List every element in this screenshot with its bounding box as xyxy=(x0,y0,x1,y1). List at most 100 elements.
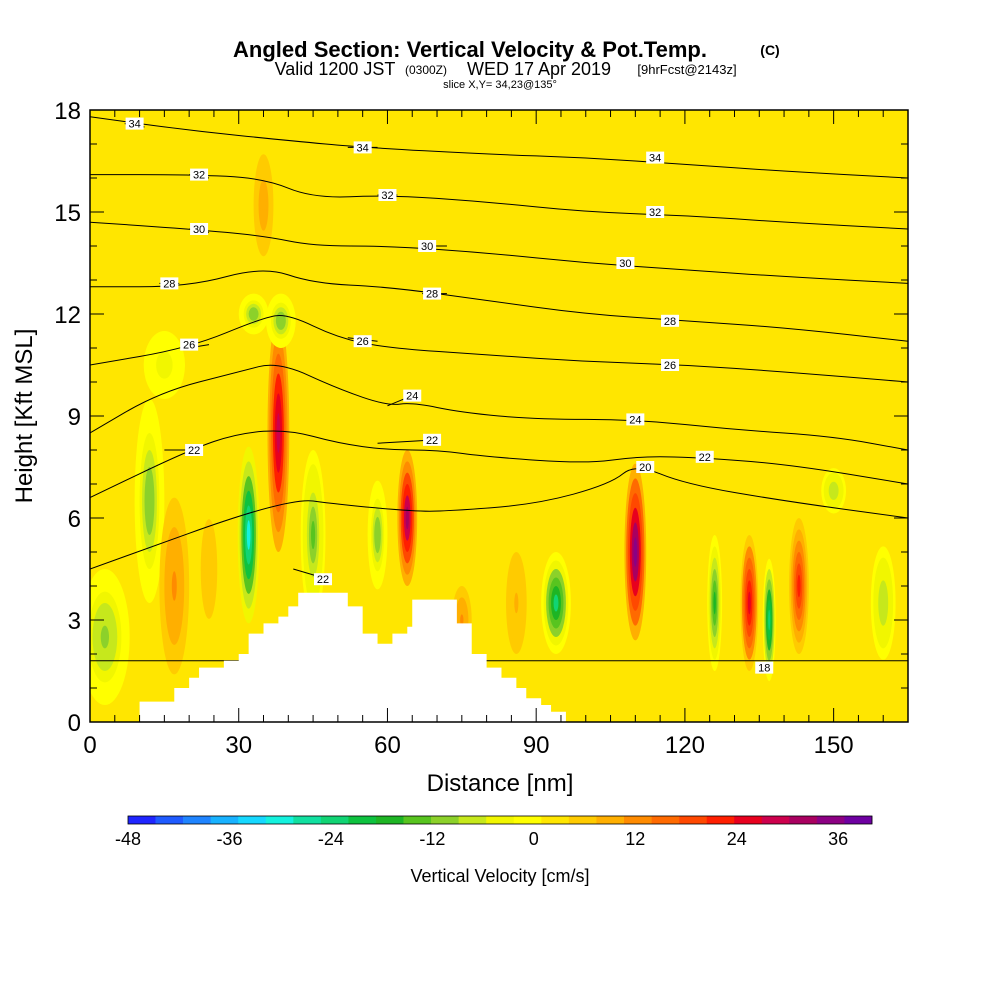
velocity-cell xyxy=(267,314,290,552)
contour-label: 30 xyxy=(418,240,437,253)
contour-label-bg xyxy=(378,189,397,201)
contour-label-text: 24 xyxy=(406,391,418,403)
contour-label: 28 xyxy=(661,314,680,328)
contour-label: 30 xyxy=(616,257,635,270)
contour-label-bg xyxy=(423,287,442,300)
colorbar-swatch xyxy=(155,816,184,824)
utc-time: (0300Z) xyxy=(405,63,447,77)
colorbar-swatch xyxy=(348,816,377,824)
theta-contour-22 xyxy=(377,439,438,444)
velocity-cell xyxy=(237,446,260,624)
colorbar-swatch xyxy=(320,816,349,824)
velocity-cell-ring xyxy=(278,316,284,326)
contour-label-text: 26 xyxy=(183,340,195,352)
colorbar: -48 -36 -24 -12 0 12 24 36 xyxy=(115,815,873,849)
colorbar-swatch xyxy=(734,816,763,824)
colorbar-tick-label: -12 xyxy=(419,829,445,849)
contour-label-text: 30 xyxy=(619,258,631,270)
contour-label: 32 xyxy=(646,206,665,219)
velocity-cell-ring xyxy=(768,609,771,631)
velocity-cell xyxy=(624,463,647,641)
y-tick-label: 18 xyxy=(54,98,81,125)
colorbar-swatch xyxy=(624,816,652,824)
velocity-cell-ring xyxy=(160,358,169,372)
contour-label-bg xyxy=(661,359,680,371)
contour-label-bg xyxy=(626,413,645,426)
contour-label-bg xyxy=(616,257,635,269)
velocity-cell xyxy=(789,518,809,654)
chart-title: Angled Section: Vertical Velocity & Pot.… xyxy=(233,37,707,62)
contour-label-text: 24 xyxy=(629,414,641,426)
contour-label-text: 34 xyxy=(128,119,140,131)
contour-label-bg xyxy=(314,573,333,586)
contour-label-text: 28 xyxy=(664,316,676,328)
velocity-cell xyxy=(868,535,899,671)
y-tick-label: 0 xyxy=(68,710,81,737)
colorbar-swatch xyxy=(541,816,570,824)
velocity-cell-ring xyxy=(713,591,716,615)
contour-label: 26 xyxy=(353,335,372,348)
contour-label-text: 28 xyxy=(426,289,438,301)
colorbar-swatch xyxy=(403,816,432,824)
colorbar-swatch xyxy=(128,816,156,824)
colorbar-tick-label: -48 xyxy=(115,829,141,849)
colorbar-tick-label: 0 xyxy=(529,829,539,849)
contour-label: 26 xyxy=(180,338,199,352)
y-tick-label: 9 xyxy=(68,404,81,431)
velocity-cell xyxy=(196,494,222,644)
x-tick-label: 0 xyxy=(83,732,96,759)
contour-label-text: 30 xyxy=(421,241,433,253)
valid-date: WED 17 Apr 2019 xyxy=(467,59,611,79)
y-tick-label: 15 xyxy=(54,200,81,227)
contour-label-text: 32 xyxy=(381,190,393,202)
contour-label: 22 xyxy=(185,444,204,457)
colorbar-swatch xyxy=(431,816,459,824)
contour-label: 28 xyxy=(423,287,442,301)
colorbar-swatch xyxy=(568,816,597,824)
contour-label: 34 xyxy=(353,141,372,154)
colorbar-tick-label: 36 xyxy=(828,829,848,849)
terrain-profile xyxy=(139,592,566,722)
slice-label: slice X,Y= 34,23@135° xyxy=(443,79,557,91)
velocity-cell-ring xyxy=(276,413,281,453)
theta-contour-26 xyxy=(90,314,908,383)
y-tick-label: 3 xyxy=(68,608,81,635)
contour-label-bg xyxy=(185,444,204,456)
x-tick-label: 120 xyxy=(665,732,705,759)
x-tick-label: 30 xyxy=(225,732,252,759)
colorbar-swatch xyxy=(458,816,487,824)
contour-label-text: 30 xyxy=(193,224,205,236)
x-axis: 0 30 60 90 120 150 xyxy=(83,110,909,759)
velocity-cell xyxy=(367,480,388,590)
contour-label-bg xyxy=(353,141,372,154)
velocity-cell xyxy=(159,497,190,675)
colorbar-swatch xyxy=(265,816,294,824)
contour-label: 26 xyxy=(661,359,680,372)
velocity-cell xyxy=(253,154,274,257)
theta-contour-22 xyxy=(293,568,329,580)
contour-label-bg xyxy=(125,117,144,130)
velocity-cell xyxy=(818,463,849,518)
velocity-cell xyxy=(139,324,190,406)
velocity-cell-ring xyxy=(206,556,212,582)
contour-label-text: 26 xyxy=(664,360,676,372)
velocity-cell-ring xyxy=(246,520,251,550)
contour-label-text: 26 xyxy=(357,336,369,348)
y-axis-label: Height [Kft MSL] xyxy=(11,329,38,504)
contour-label: 24 xyxy=(626,413,645,426)
velocity-cell xyxy=(90,569,130,705)
velocity-cell-ring xyxy=(100,625,110,649)
velocity-cell-ring xyxy=(147,484,152,518)
velocity-cell xyxy=(762,558,776,682)
contour-label-text: 18 xyxy=(758,663,770,675)
colorbar-frame xyxy=(127,815,873,825)
colorbar-swatch xyxy=(210,816,239,824)
y-tick-label: 12 xyxy=(54,302,81,329)
colorbar-tick-label: -36 xyxy=(216,829,242,849)
theta-contour-22 xyxy=(90,430,908,499)
contour-label-bg xyxy=(646,151,665,164)
contour-label-bg xyxy=(661,314,680,327)
colorbar-swatch xyxy=(513,816,542,824)
colorbar-swatch xyxy=(761,816,790,824)
colorbar-swatch xyxy=(651,816,680,824)
